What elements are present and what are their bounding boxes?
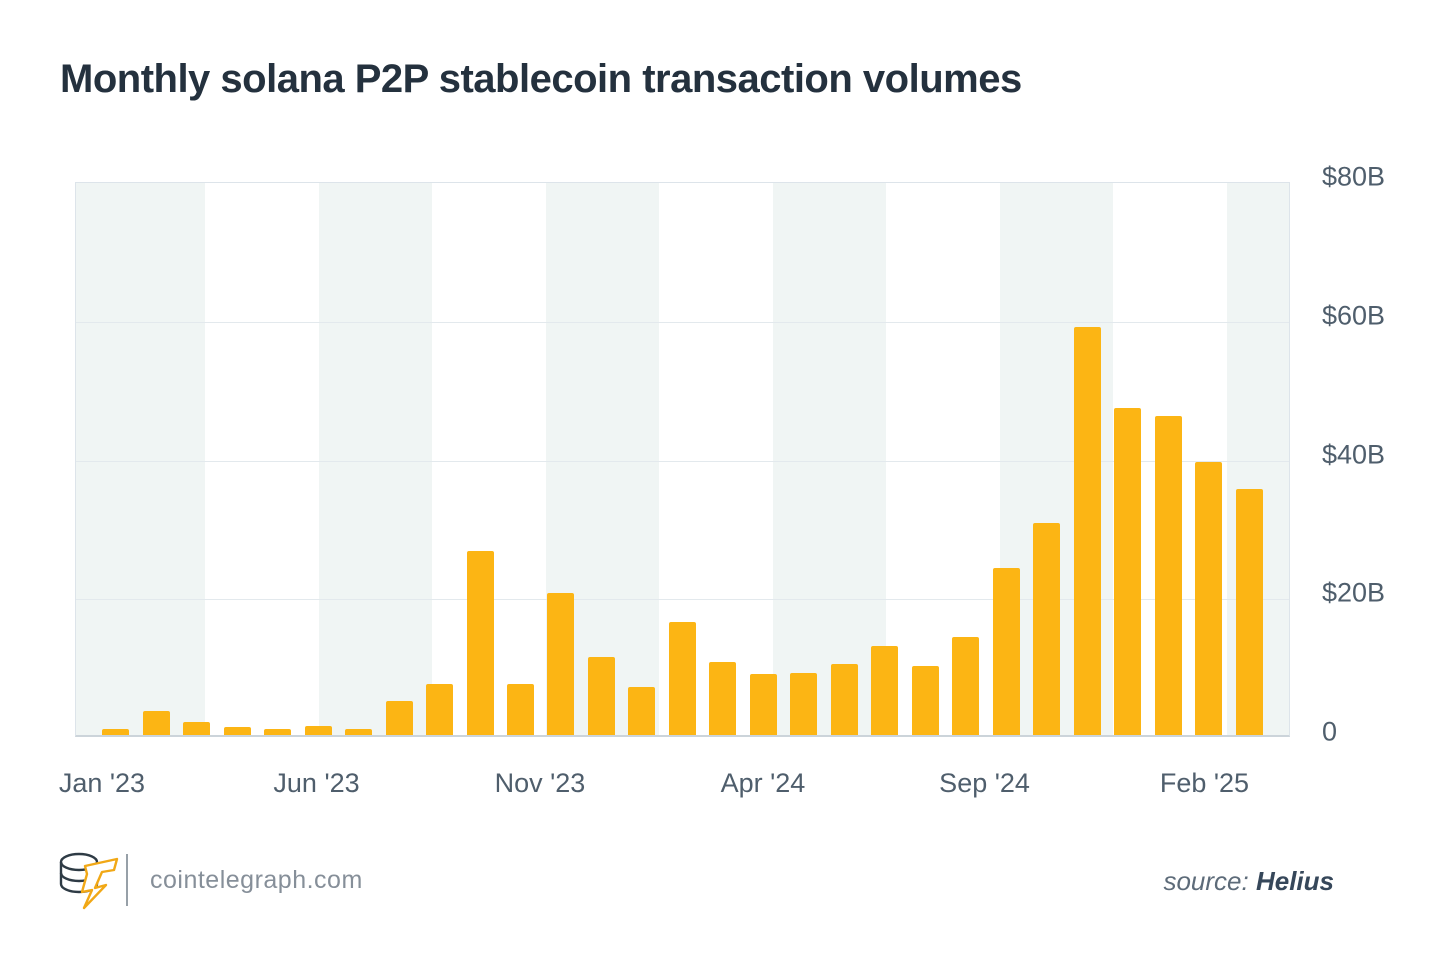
bar-feb-25 bbox=[1114, 407, 1142, 735]
bar-jul-23 bbox=[345, 728, 373, 735]
bar-apr-24 bbox=[709, 662, 737, 735]
y-tick--20b: $20B bbox=[1322, 577, 1386, 608]
gridline-20 bbox=[76, 599, 1289, 601]
bar-dec-24 bbox=[1033, 523, 1061, 735]
y-tick--60b: $60B bbox=[1322, 300, 1386, 331]
page-title: Monthly solana P2P stablecoin transactio… bbox=[60, 57, 1022, 101]
bar-jan-23 bbox=[102, 728, 130, 735]
site-name: cointelegraph.com bbox=[150, 866, 363, 894]
source-attribution: source: Helius bbox=[1163, 866, 1334, 897]
gridline-60 bbox=[76, 321, 1289, 323]
bar-jan-24 bbox=[587, 657, 615, 735]
bar-jun-23 bbox=[304, 725, 332, 735]
bar-sep-24 bbox=[911, 666, 939, 735]
bar-apr-23 bbox=[223, 727, 251, 735]
chart-plot-area bbox=[75, 182, 1290, 737]
bar-may-23 bbox=[264, 729, 292, 735]
y-tick--40b: $40B bbox=[1322, 439, 1386, 469]
x-tick-feb-25: Feb '25 bbox=[1159, 768, 1250, 798]
footer-divider bbox=[126, 854, 128, 906]
bar-nov-24 bbox=[992, 567, 1020, 735]
bar-sep-23 bbox=[426, 684, 454, 735]
lightning-bolt-icon bbox=[80, 857, 119, 910]
bar-aug-24 bbox=[871, 645, 899, 735]
source-label: source: bbox=[1163, 866, 1249, 896]
bar-mar-24 bbox=[668, 621, 696, 735]
gridline-40 bbox=[76, 460, 1289, 462]
bar-aug-23 bbox=[385, 701, 413, 735]
bar-jul-24 bbox=[830, 663, 858, 735]
bar-jan-25 bbox=[1073, 327, 1101, 735]
x-tick-sep-24: Sep '24 bbox=[939, 768, 1030, 798]
x-tick-jan-23: Jan '23 bbox=[58, 768, 146, 798]
x-tick-apr-24: Apr '24 bbox=[720, 768, 806, 798]
bar-feb-23 bbox=[142, 710, 170, 735]
bar-jun-24 bbox=[790, 672, 818, 735]
source-name: Helius bbox=[1255, 866, 1334, 896]
cointelegraph-logo-icon bbox=[59, 852, 119, 910]
bar-dec-23 bbox=[547, 592, 575, 735]
bar-may-24 bbox=[749, 673, 777, 735]
x-tick-nov-23: Nov '23 bbox=[494, 768, 586, 798]
bar-nov-23 bbox=[507, 684, 534, 735]
y-tick--80b: $80B bbox=[1322, 161, 1386, 192]
y-tick-0: 0 bbox=[1322, 716, 1338, 747]
footer: cointelegraph.com source: Helius bbox=[58, 848, 1392, 918]
x-tick-jun-23: Jun '23 bbox=[273, 768, 360, 798]
bar-oct-23 bbox=[466, 551, 494, 735]
bar-mar-25 bbox=[1154, 415, 1182, 735]
bar-apr-25 bbox=[1195, 461, 1223, 735]
bar-feb-24 bbox=[628, 687, 656, 735]
bar-may-25 bbox=[1235, 488, 1263, 735]
bar-mar-23 bbox=[183, 721, 211, 735]
bar-oct-24 bbox=[952, 636, 980, 735]
